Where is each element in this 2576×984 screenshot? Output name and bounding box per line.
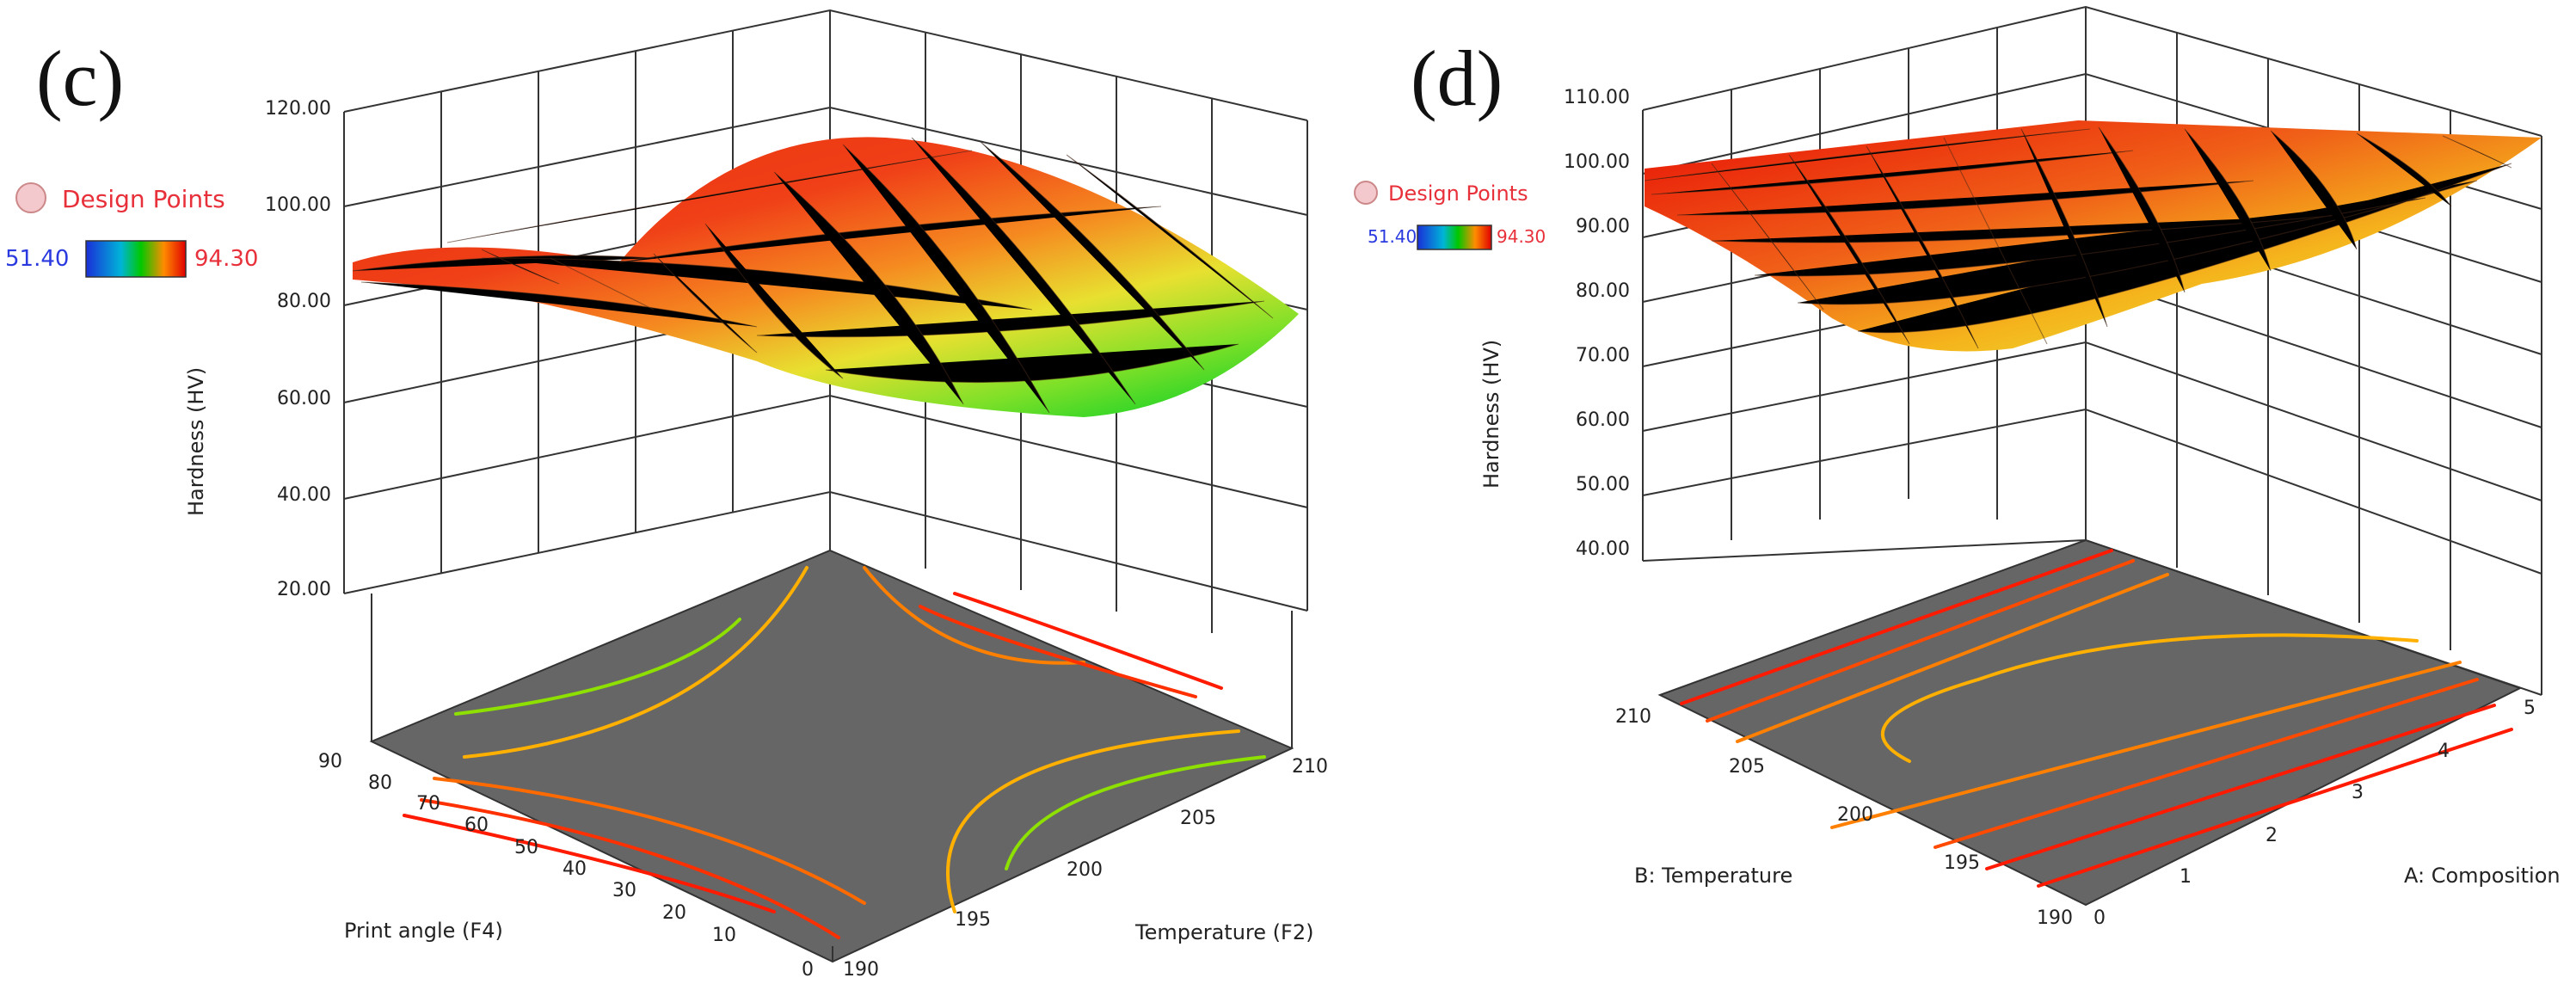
x-tick: 50 <box>514 837 538 858</box>
design-points-icon <box>1354 181 1378 205</box>
panel-c-floor <box>369 549 1294 963</box>
x-tick: 200 <box>1837 804 1873 826</box>
x-tick: 70 <box>416 793 440 815</box>
legend-max: 94.30 <box>194 246 258 272</box>
y-axis-title: Temperature (F2) <box>1134 920 1313 944</box>
z-tick: 20.00 <box>277 579 331 600</box>
z-tick: 70.00 <box>1576 345 1630 366</box>
z-tick: 80.00 <box>277 291 331 312</box>
z-tick: 120.00 <box>265 98 331 120</box>
y-tick: 4 <box>2438 741 2450 762</box>
x-axis-title: B: Temperature <box>1634 864 1792 888</box>
y-tick: 3 <box>2352 782 2364 803</box>
x-tick: 30 <box>612 880 636 901</box>
panel-c-y-axis: 190 195 200 205 210 Temperature (F2) <box>843 756 1328 981</box>
x-tick: 0 <box>802 959 814 981</box>
x-axis-title: Print angle (F4) <box>344 919 503 943</box>
color-scale-bar <box>85 240 187 278</box>
z-tick: 60.00 <box>1576 409 1630 431</box>
x-tick: 10 <box>712 925 736 946</box>
y-tick: 195 <box>955 909 991 931</box>
x-tick: 20 <box>662 902 686 924</box>
z-tick: 60.00 <box>277 388 331 409</box>
panel-d-legend: Design Points 51.40 94.30 <box>1354 181 1546 250</box>
z-tick: 110.00 <box>1564 87 1630 108</box>
panel-d-y-axis: 0 1 2 3 4 5 A: Composition <box>2093 698 2561 929</box>
y-tick: 2 <box>2266 825 2278 846</box>
panel-c-legend: Design Points 51.40 94.30 <box>5 182 258 278</box>
z-tick: 40.00 <box>277 484 331 506</box>
z-tick: 100.00 <box>1564 151 1630 173</box>
panel-d-z-axis: 110.00 100.00 90.00 80.00 70.00 60.00 50… <box>1479 87 1630 560</box>
panel-d: (d) Design Points 51.40 94.30 <box>1354 5 2561 929</box>
z-tick: 50.00 <box>1576 474 1630 495</box>
color-scale-bar <box>1417 224 1492 250</box>
z-tick: 40.00 <box>1576 538 1630 560</box>
panel-c-floor-lines <box>371 593 1293 962</box>
x-tick: 195 <box>1944 852 1980 874</box>
y-tick: 5 <box>2524 698 2536 719</box>
design-points-icon <box>15 182 46 213</box>
panel-d-x-axis: 210 205 200 195 190 B: Temperature <box>1615 706 2073 929</box>
legend-max: 94.30 <box>1497 226 1546 247</box>
panel-c-letter: (c) <box>36 34 124 122</box>
panel-c-z-axis: 120.00 100.00 80.00 60.00 40.00 20.00 Ha… <box>184 98 331 600</box>
design-points-label: Design Points <box>1388 181 1528 206</box>
panel-d-floor <box>1657 538 2523 907</box>
y-tick: 210 <box>1292 756 1328 778</box>
panel-c-contours <box>403 566 1266 939</box>
panel-c-surface <box>352 137 1299 418</box>
panel-d-surface <box>1644 120 2542 352</box>
panel-c-x-axis: 90 80 70 60 50 40 30 20 10 0 Print angle… <box>318 751 814 981</box>
panel-d-contours <box>1680 549 2513 888</box>
z-axis-title: Hardness (HV) <box>1479 340 1503 489</box>
z-tick: 90.00 <box>1576 216 1630 237</box>
x-tick: 190 <box>2037 907 2073 929</box>
x-tick: 40 <box>563 858 587 880</box>
y-tick: 190 <box>843 959 879 981</box>
x-tick: 205 <box>1729 756 1765 778</box>
y-tick: 200 <box>1067 859 1103 881</box>
z-tick: 100.00 <box>265 194 331 216</box>
legend-min: 51.40 <box>1368 226 1417 247</box>
y-tick: 1 <box>2179 866 2192 888</box>
x-tick: 80 <box>368 772 392 794</box>
x-tick: 60 <box>464 815 489 836</box>
y-tick: 205 <box>1180 808 1216 829</box>
z-axis-title: Hardness (HV) <box>184 367 208 516</box>
z-tick: 80.00 <box>1576 280 1630 302</box>
legend-min: 51.40 <box>5 246 69 272</box>
design-points-label: Design Points <box>62 185 225 213</box>
x-tick: 90 <box>318 751 342 772</box>
x-tick: 210 <box>1615 706 1651 728</box>
panel-c: (c) Design Points 51.40 94.30 <box>5 9 1328 981</box>
panel-d-letter: (d) <box>1411 34 1503 122</box>
y-tick: 0 <box>2093 907 2106 929</box>
y-axis-title: A: Composition <box>2404 864 2561 888</box>
